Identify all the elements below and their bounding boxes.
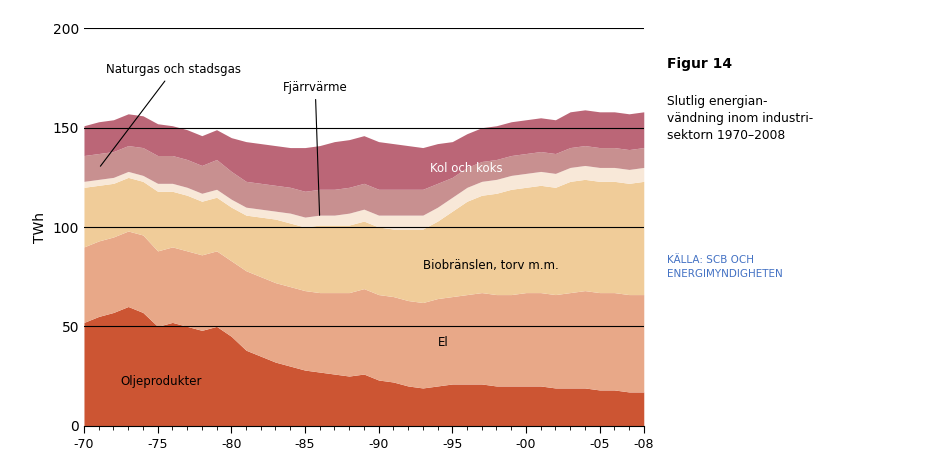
Text: Slutlig energian-
vändning inom industri-
sektorn 1970–2008: Slutlig energian- vändning inom industri… xyxy=(667,95,814,141)
Text: KÄLLA: SCB OCH
ENERGIMYNDIGHETEN: KÄLLA: SCB OCH ENERGIMYNDIGHETEN xyxy=(667,255,783,280)
Text: Naturgas och stadsgas: Naturgas och stadsgas xyxy=(101,63,241,166)
Text: Fjärrvärme: Fjärrvärme xyxy=(283,81,348,215)
Text: Oljeprodukter: Oljeprodukter xyxy=(120,376,202,388)
Text: El: El xyxy=(438,336,448,349)
Text: Kol och koks: Kol och koks xyxy=(430,162,503,175)
Y-axis label: TWh: TWh xyxy=(34,211,48,243)
Text: Figur 14: Figur 14 xyxy=(667,57,732,71)
Text: Biobränslen, torv m.m.: Biobränslen, torv m.m. xyxy=(423,259,559,272)
